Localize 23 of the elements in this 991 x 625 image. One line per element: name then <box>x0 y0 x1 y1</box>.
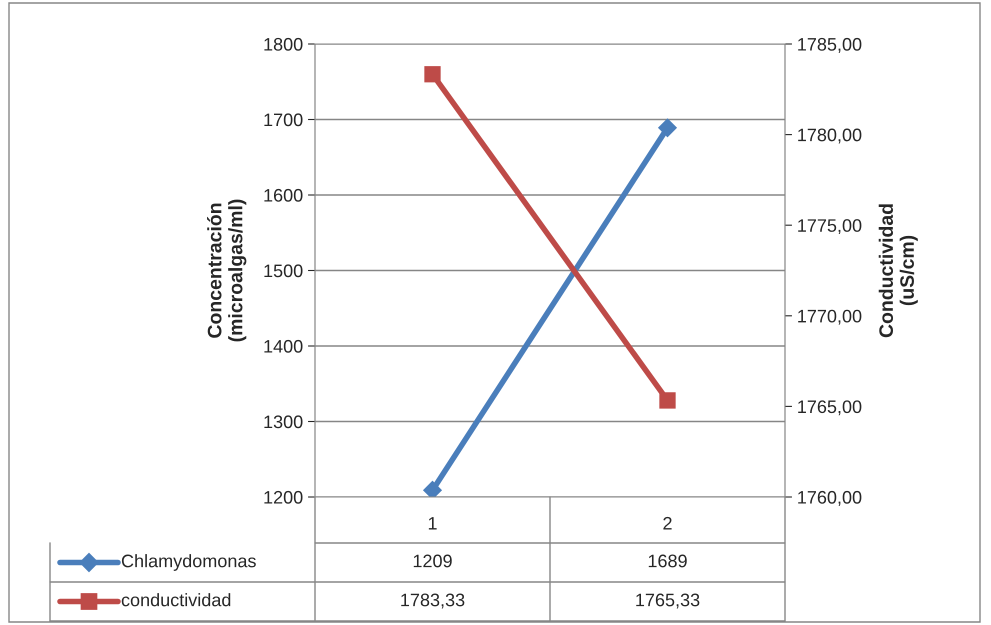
x-tick-label: 1 <box>428 517 437 530</box>
y-tick-label: 1200 <box>264 490 302 504</box>
y-tick-label: 1500 <box>264 264 302 278</box>
y2-tick-label: 1770,00 <box>798 310 862 325</box>
y2-tick-label: 1780,00 <box>798 128 862 144</box>
y-tick-label: 1700 <box>264 113 302 126</box>
y2-tick-label: 1765,00 <box>798 400 862 416</box>
legend-label: conductividad <box>122 593 230 606</box>
y-tick-label: 1600 <box>264 188 302 202</box>
data-label: 1209 <box>414 554 452 568</box>
y2-tick-label: 1785,00 <box>798 38 862 53</box>
data-label: 1689 <box>648 554 687 568</box>
y-tick-label: 1400 <box>264 340 302 353</box>
y2-tick-label: 1760,00 <box>798 490 862 506</box>
data-label: 1783,33 <box>401 594 464 608</box>
y-tick-label: 1300 <box>264 415 302 428</box>
y2-tick-label: 1775,00 <box>798 219 862 234</box>
y-tick-label: 1800 <box>264 38 302 51</box>
x-tick-label: 2 <box>663 516 672 530</box>
y2-axis-title: Conductividad (uS/cm) <box>878 204 918 338</box>
data-label: 1765,33 <box>636 594 700 608</box>
y-axis-title: Concentración (microalgas/ml) <box>207 200 246 342</box>
legend-label: Chlamydomonas <box>122 554 256 571</box>
